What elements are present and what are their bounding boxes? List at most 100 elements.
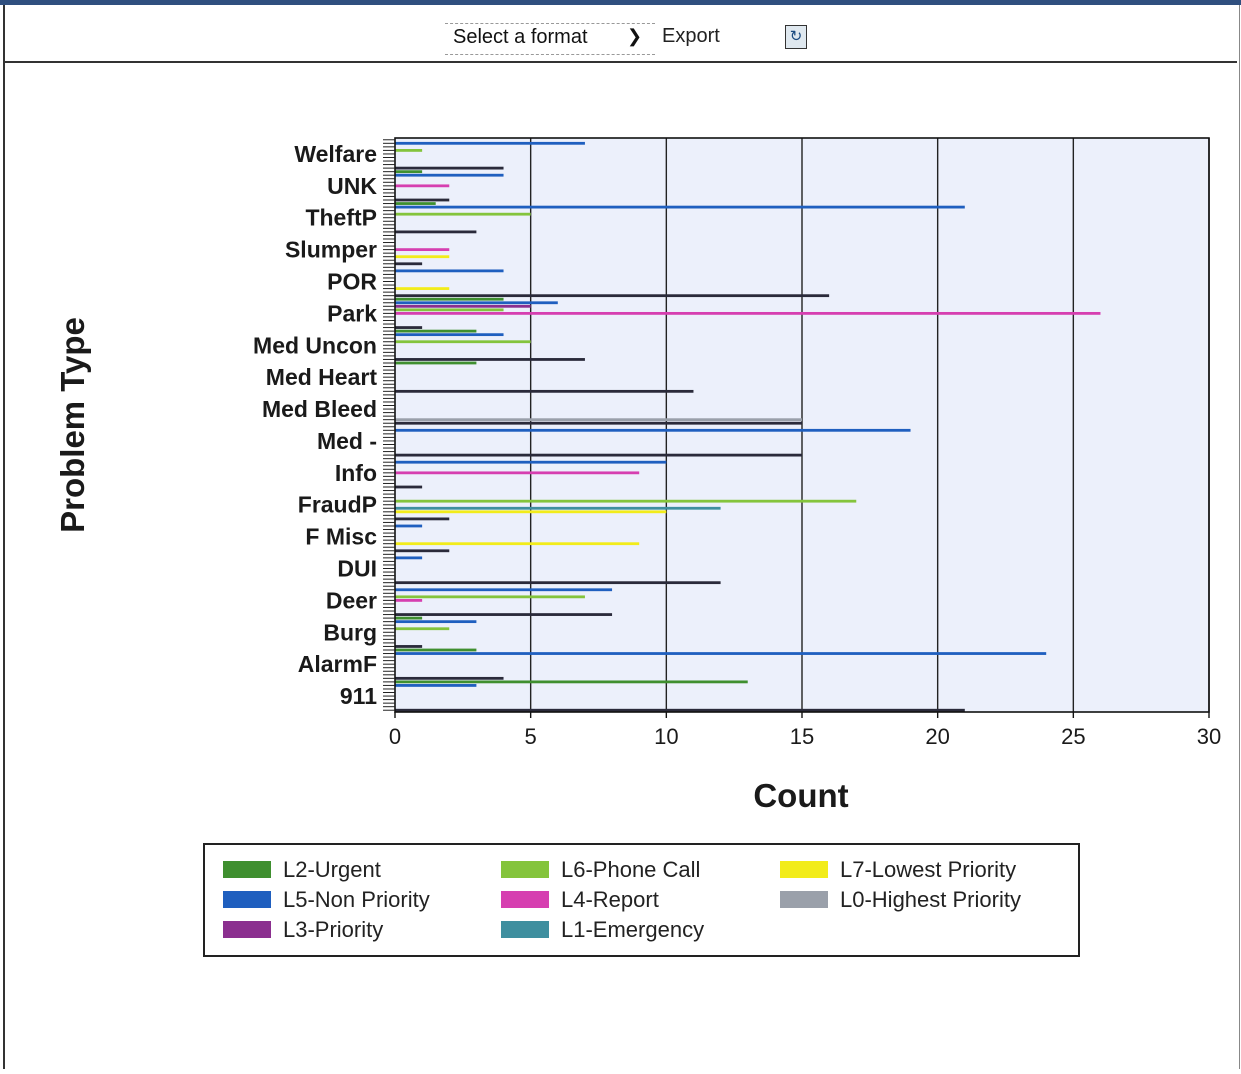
- bar: [395, 202, 436, 205]
- bar: [395, 708, 965, 712]
- bar: [395, 676, 504, 680]
- refresh-icon[interactable]: ↻: [785, 25, 807, 49]
- category-label: TheftP: [305, 205, 377, 231]
- bars: [395, 141, 1101, 712]
- bar: [395, 255, 450, 259]
- legend-swatch: [223, 891, 271, 908]
- bar: [395, 170, 423, 174]
- bar: [395, 358, 585, 361]
- category-label: Info: [335, 460, 377, 486]
- bar: [395, 428, 911, 432]
- category-label: UNK: [327, 173, 377, 199]
- x-tick-label: 10: [654, 724, 678, 749]
- category-label: AlarmF: [298, 651, 377, 677]
- bar: [395, 311, 1101, 315]
- bar: [395, 230, 477, 234]
- legend-label: L4-Report: [561, 887, 659, 912]
- bar: [395, 581, 721, 585]
- bar: [395, 248, 450, 252]
- bar: [395, 308, 504, 312]
- bar: [395, 340, 531, 344]
- problem-type-chart: Welfare UNK TheftP Slumper POR Park Med Uncon M…: [54, 137, 1221, 814]
- bar: [395, 680, 748, 684]
- bar: [395, 389, 694, 393]
- bar: [395, 205, 965, 209]
- report-frame: [3, 5, 1240, 1069]
- legend-label: L7-Lowest Priority: [840, 857, 1017, 882]
- export-link[interactable]: Export: [662, 25, 720, 47]
- bar: [395, 588, 613, 592]
- bar: [395, 652, 1047, 655]
- bar: [395, 141, 585, 145]
- bar: [395, 613, 613, 616]
- chart-legend: L2-Urgent L6-Phone Call L7-Lowest Priority…: [203, 843, 1080, 957]
- category-label: Slumper: [285, 237, 377, 263]
- bar: [395, 684, 477, 687]
- category-label: POR: [327, 269, 377, 295]
- bar: [395, 198, 450, 202]
- legend-label: L6-Phone Call: [561, 857, 701, 882]
- x-axis-title: Count: [753, 777, 848, 814]
- window-top-border: [0, 0, 1241, 5]
- bar: [395, 184, 450, 188]
- bar: [395, 418, 802, 422]
- category-label: Deer: [326, 587, 377, 613]
- format-select[interactable]: Select a format ❯: [445, 23, 655, 55]
- bar: [395, 269, 504, 273]
- y-axis-title: Problem Type: [54, 317, 91, 533]
- bar: [395, 595, 585, 599]
- bar: [395, 326, 423, 329]
- x-tick-label: 15: [790, 724, 814, 749]
- axes: [383, 137, 1210, 718]
- legend-swatch: [501, 861, 549, 878]
- bar: [395, 301, 558, 305]
- bar: [395, 294, 830, 298]
- report-toolbar: Select a format ❯ Export ↻: [5, 5, 1237, 63]
- bar: [395, 542, 640, 546]
- bar: [395, 645, 423, 648]
- category-label: Burg: [323, 619, 377, 645]
- category-label: FraudP: [298, 492, 377, 518]
- bar: [395, 460, 667, 464]
- x-tick-label: 25: [1061, 724, 1085, 749]
- legend-swatch: [780, 861, 828, 878]
- bar: [395, 361, 477, 365]
- bar: [395, 620, 477, 624]
- category-label: Park: [327, 300, 377, 326]
- chevron-down-icon[interactable]: ❯: [627, 26, 643, 46]
- bar: [395, 499, 857, 503]
- category-label: Med Bleed: [262, 396, 377, 422]
- legend-label: L1-Emergency: [561, 917, 705, 942]
- category-label: 911: [340, 683, 377, 709]
- x-tick-label: 0: [389, 724, 401, 749]
- category-label: DUI: [337, 556, 377, 582]
- bar: [395, 166, 504, 170]
- bar: [395, 329, 477, 333]
- bar: [395, 421, 802, 425]
- legend-swatch: [223, 921, 271, 938]
- bar: [395, 485, 423, 489]
- legend-swatch: [501, 891, 549, 908]
- category-label: Med Heart: [266, 364, 378, 390]
- legend-label: L3-Priority: [283, 917, 384, 942]
- x-tick-label: 5: [525, 724, 537, 749]
- bar: [395, 616, 423, 620]
- bar: [395, 524, 423, 528]
- bar: [395, 287, 450, 290]
- legend-label: L5-Non Priority: [283, 887, 430, 912]
- bar: [395, 506, 721, 510]
- x-tick-label: 20: [925, 724, 949, 749]
- category-labels: Welfare UNK TheftP Slumper POR Park Med Uncon M…: [253, 141, 377, 709]
- bar: [395, 173, 504, 177]
- bar: [395, 262, 423, 266]
- bar: [395, 333, 504, 337]
- bar: [395, 556, 423, 560]
- bar: [395, 627, 450, 631]
- x-tick-label: 30: [1197, 724, 1221, 749]
- bar: [395, 648, 477, 652]
- bar: [395, 212, 531, 216]
- bar: [395, 304, 531, 308]
- legend-swatch: [223, 861, 271, 878]
- bar: [395, 297, 504, 301]
- bar: [395, 149, 423, 152]
